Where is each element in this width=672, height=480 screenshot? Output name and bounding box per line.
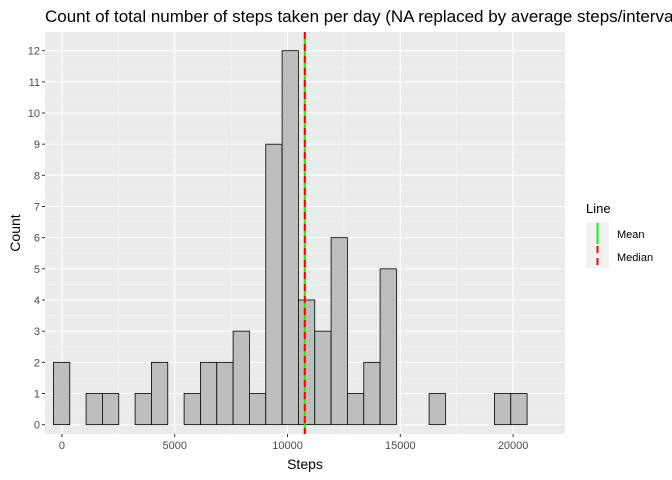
- histogram-bar: [298, 299, 316, 426]
- legend-key-median: [586, 245, 609, 268]
- histogram-bar: [102, 393, 120, 426]
- legend-label-median: Median: [617, 252, 653, 264]
- chart-title: Count of total number of steps taken per…: [45, 7, 672, 26]
- x-tick-label: 15000: [385, 440, 416, 452]
- legend-items: Mean Median: [586, 222, 653, 268]
- legend: Line Mean Median: [586, 201, 653, 268]
- y-tick-label: 4: [34, 295, 40, 307]
- y-axis-title: Count: [7, 214, 23, 251]
- legend-label-mean: Mean: [617, 229, 645, 241]
- x-axis-title: Steps: [287, 456, 323, 472]
- y-tick-label: 8: [34, 170, 40, 182]
- y-tick-label: 1: [34, 388, 40, 400]
- y-tick-label: 0: [34, 420, 40, 432]
- y-tick-label: 5: [34, 264, 40, 276]
- histogram-bar: [53, 361, 71, 426]
- histogram-bar: [200, 361, 218, 426]
- legend-title: Line: [586, 201, 611, 216]
- histogram-bar: [134, 393, 152, 426]
- x-tick-label: 20000: [498, 440, 529, 452]
- histogram-bar: [379, 268, 397, 426]
- histogram-bar: [330, 237, 348, 426]
- histogram-bar: [151, 361, 169, 426]
- histogram-bar: [216, 361, 234, 426]
- histogram-bar: [510, 393, 528, 426]
- y-tick-label: 10: [28, 108, 40, 120]
- x-axis-ticks: 0 5000 10000 15000 20000: [59, 434, 529, 452]
- x-tick-label: 5000: [162, 440, 186, 452]
- y-tick-label: 6: [34, 233, 40, 245]
- histogram-bar: [249, 393, 267, 426]
- histogram-bar: [281, 50, 299, 426]
- histogram-bars: [53, 50, 528, 426]
- histogram-bar: [314, 330, 332, 426]
- y-tick-label: 7: [34, 202, 40, 214]
- x-tick-label: 0: [59, 440, 65, 452]
- histogram-bar: [232, 330, 250, 426]
- y-tick-label: 12: [28, 46, 40, 58]
- y-tick-label: 2: [34, 357, 40, 369]
- y-tick-label: 9: [34, 139, 40, 151]
- y-tick-label: 11: [29, 77, 40, 89]
- histogram-bar: [265, 143, 283, 426]
- histogram-bar: [428, 393, 446, 426]
- x-tick-label: 10000: [272, 440, 303, 452]
- histogram-bar: [183, 393, 201, 426]
- y-tick-label: 3: [34, 326, 40, 338]
- histogram-bar: [347, 393, 365, 426]
- histogram-bar: [494, 393, 512, 426]
- histogram-bar: [85, 393, 103, 426]
- histogram-bar: [363, 361, 381, 426]
